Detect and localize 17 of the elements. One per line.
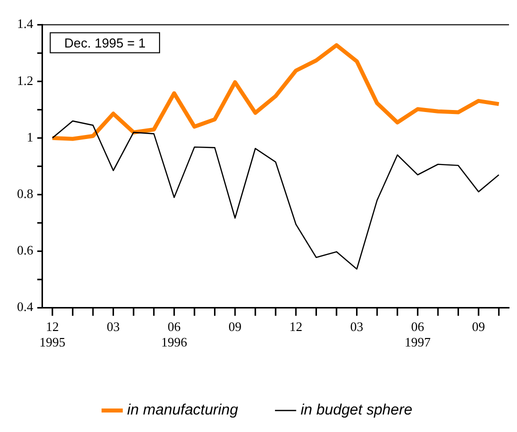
x-tick-label: 12 1995 <box>39 319 66 350</box>
x-tick-label: 09 <box>472 319 486 334</box>
y-tick-label: 1.2 <box>17 72 34 88</box>
y-tick-label: 0.6 <box>17 242 34 258</box>
y-tick-label: 0.8 <box>17 186 34 202</box>
legend-label: in budget sphere <box>300 402 412 419</box>
y-tick-label: 1 <box>26 129 34 144</box>
x-tick-label: 06 1996 <box>161 319 188 350</box>
y-tick-label: 0.4 <box>17 299 34 314</box>
x-tick-label: 06 1997 <box>404 319 432 350</box>
y-tick-label: 1.4 <box>17 16 34 32</box>
legend-label: in manufacturing <box>127 402 239 419</box>
x-tick-label: 09 <box>228 319 242 334</box>
x-tick-label: 12 <box>289 319 302 334</box>
x-tick-label: 03 <box>106 319 120 334</box>
x-tick-label: 03 <box>350 319 364 334</box>
annotation: Dec. 1995 = 1 <box>64 35 146 50</box>
